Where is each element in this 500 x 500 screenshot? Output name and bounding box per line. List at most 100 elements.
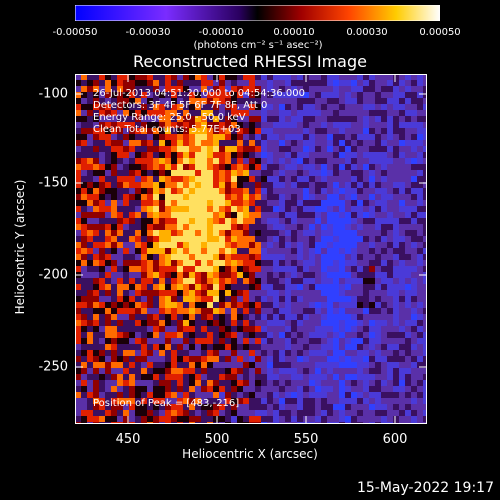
image-pixel [195,188,201,194]
image-pixel [117,92,123,98]
image-pixel [417,290,423,296]
image-pixel [339,272,345,278]
image-pixel [249,158,255,164]
image-pixel [123,272,129,278]
image-pixel [171,374,177,380]
image-pixel [399,386,405,392]
image-pixel [315,122,321,128]
image-pixel [309,368,315,374]
image-pixel [219,350,225,356]
image-pixel [387,98,393,104]
image-pixel [243,356,249,362]
image-pixel [309,326,315,332]
image-pixel [267,92,273,98]
image-pixel [81,368,87,374]
image-pixel [345,74,351,80]
image-pixel [231,278,237,284]
image-pixel [309,302,315,308]
image-pixel [255,308,261,314]
image-pixel [183,110,189,116]
image-pixel [231,92,237,98]
image-pixel [141,92,147,98]
image-pixel [105,212,111,218]
image-pixel [405,242,411,248]
image-pixel [147,254,153,260]
image-pixel [345,158,351,164]
image-pixel [255,236,261,242]
timestamp: 15-May-2022 19:17 [356,480,494,496]
image-pixel [315,290,321,296]
image-pixel [111,290,117,296]
image-pixel [423,110,427,116]
image-pixel [381,224,387,230]
image-pixel [129,272,135,278]
image-pixel [159,80,165,86]
image-pixel [261,134,267,140]
image-pixel [363,158,369,164]
image-pixel [273,368,279,374]
image-pixel [279,248,285,254]
image-pixel [117,182,123,188]
image-pixel [207,416,213,422]
image-pixel [243,224,249,230]
image-pixel [183,404,189,410]
image-pixel [261,140,267,146]
image-pixel [135,254,141,260]
image-pixel [75,290,81,296]
image-pixel [423,296,427,302]
image-pixel [273,308,279,314]
image-pixel [225,110,231,116]
image-pixel [327,320,333,326]
image-pixel [141,320,147,326]
image-pixel [405,278,411,284]
image-pixel [93,146,99,152]
image-pixel [219,152,225,158]
image-pixel [303,356,309,362]
image-pixel [135,266,141,272]
image-pixel [195,110,201,116]
image-pixel [363,302,369,308]
image-pixel [147,140,153,146]
image-pixel [375,104,381,110]
image-pixel [177,116,183,122]
image-pixel [75,104,81,110]
image-pixel [243,254,249,260]
image-pixel [129,86,135,92]
image-pixel [105,248,111,254]
image-pixel [147,188,153,194]
image-pixel [285,104,291,110]
image-pixel [249,98,255,104]
image-pixel [123,86,129,92]
image-pixel [267,326,273,332]
image-pixel [111,326,117,332]
image-pixel [267,332,273,338]
image-pixel [201,212,207,218]
image-pixel [309,284,315,290]
image-pixel [297,206,303,212]
image-pixel [267,158,273,164]
image-pixel [195,74,201,80]
image-pixel [213,80,219,86]
image-pixel [285,152,291,158]
image-pixel [279,332,285,338]
image-pixel [195,374,201,380]
image-pixel [297,254,303,260]
image-pixel [237,362,243,368]
image-pixel [333,416,339,422]
image-pixel [111,200,117,206]
image-pixel [117,128,123,134]
image-pixel [123,170,129,176]
image-pixel [327,140,333,146]
image-pixel [423,338,427,344]
image-pixel [225,158,231,164]
image-pixel [105,398,111,404]
image-pixel [219,230,225,236]
image-pixel [141,140,147,146]
image-pixel [141,206,147,212]
image-pixel [159,218,165,224]
image-pixel [387,200,393,206]
image-pixel [423,284,427,290]
image-pixel [105,134,111,140]
image-pixel [351,248,357,254]
image-pixel [141,404,147,410]
